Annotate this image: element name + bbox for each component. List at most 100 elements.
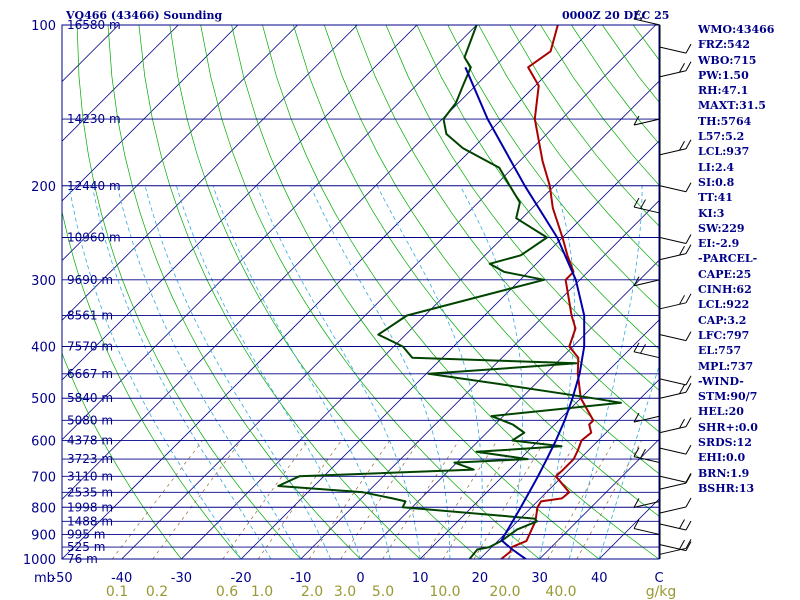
wind-barb	[633, 18, 661, 26]
stability-index-item: CINH:62	[698, 283, 752, 297]
mixing-ratio-label: g/kg	[646, 584, 677, 600]
stability-index-item: LI:2.4	[698, 160, 735, 174]
wind-barb-feather	[685, 539, 692, 549]
pressure-tick-label: 1000	[23, 553, 56, 568]
moist-adiabat-line	[309, 185, 451, 559]
height-label: 76 m	[67, 552, 98, 566]
wind-barb	[659, 378, 687, 386]
dry-adiabat-line	[138, 25, 421, 559]
stability-index-item: SHR+:0.0	[698, 420, 758, 434]
temperature-tick-label: -40	[111, 571, 132, 586]
isotherm-line	[240, 140, 659, 559]
stability-index-item: LCL:937	[698, 145, 750, 159]
wind-barb	[659, 523, 687, 531]
wind-barb	[659, 185, 687, 193]
wind-barb-feather	[633, 115, 640, 126]
wind-barb-feather	[685, 417, 692, 427]
temperature-tick-label: -50	[51, 571, 72, 586]
wind-barb	[659, 506, 687, 514]
stability-index-item: PW:1.50	[698, 68, 749, 82]
height-label: 12440 m	[67, 179, 121, 193]
mixing-ratio-label: 10.0	[429, 584, 460, 600]
chart-title: VQ466 (43466) Sounding	[65, 9, 223, 22]
wind-barb-feather	[685, 182, 692, 192]
wind-barb-feather	[685, 473, 692, 484]
wind-barb	[633, 118, 661, 126]
wind-barb-feather	[685, 139, 692, 150]
temperature-tick-label: -30	[171, 571, 192, 586]
dry-adiabat-line	[169, 25, 481, 559]
stability-index-item: EI:-2.9	[698, 237, 740, 251]
pressure-tick-label: 900	[31, 529, 56, 544]
height-label: 9690 m	[67, 273, 113, 287]
isotherm-line	[62, 25, 597, 559]
pressure-tick-label: 100	[31, 19, 56, 34]
temperature-trace	[500, 25, 595, 559]
wind-barb-feather	[685, 541, 692, 551]
wind-barb-feather	[685, 43, 692, 54]
wind-barb-feather	[679, 384, 685, 394]
isotherm-line	[62, 25, 298, 262]
wind-barb	[659, 334, 687, 342]
wind-barb-feather	[685, 520, 692, 531]
stability-index-item: EHI:0.0	[698, 451, 746, 465]
wind-barb	[659, 391, 687, 399]
mixing-ratio-line	[112, 440, 203, 559]
temperature-tick-label: 10	[412, 571, 429, 586]
isotherm-line	[121, 25, 656, 559]
isotherm-line	[419, 319, 659, 559]
stability-index-item: CAP:3.2	[698, 313, 747, 327]
stability-index-item: FRZ:542	[698, 38, 751, 52]
stability-index-item: MAXT:31.5	[698, 99, 766, 113]
wind-barb-feather	[679, 63, 685, 73]
wind-barb	[659, 544, 687, 552]
wind-barb-feather	[640, 344, 646, 354]
stability-index-item: MPL:737	[698, 359, 754, 373]
pressure-tick-label: 400	[31, 341, 56, 356]
mixing-ratio-line	[222, 440, 309, 559]
stability-index-item: LCL:922	[698, 298, 750, 312]
wind-barb	[659, 447, 687, 455]
stability-index-item: CAPE:25	[698, 267, 752, 281]
isotherm-line	[62, 25, 418, 381]
temperature-tick-label: -20	[230, 571, 251, 586]
moist-adiabat-line	[116, 185, 302, 559]
wind-barb-feather	[679, 519, 685, 529]
stability-index-item: HEL:20	[698, 405, 744, 419]
temperature-tick-label: 30	[531, 571, 548, 586]
moist-adiabat-line	[539, 185, 575, 559]
stability-index-item: SI:0.8	[698, 175, 735, 189]
wind-barb-feather	[685, 383, 692, 393]
height-label: 6667 m	[67, 367, 113, 381]
wind-barb	[659, 482, 687, 490]
height-label: 8561 m	[67, 309, 113, 323]
wind-barb-feather	[633, 498, 640, 508]
mixing-ratio-label: 1.0	[251, 584, 273, 600]
mixing-ratio-line	[547, 440, 615, 559]
parcel-trace	[464, 66, 586, 559]
wind-barb-feather	[679, 141, 685, 151]
wind-barb-feather	[679, 295, 685, 305]
wind-barb	[659, 547, 687, 555]
height-label: 14230 m	[67, 112, 121, 126]
mixing-ratio-label: 0.1	[106, 584, 128, 600]
height-label: 1998 m	[67, 500, 113, 514]
dry-adiabat-line	[200, 25, 540, 559]
wind-barb-feather	[640, 448, 646, 459]
stability-index-item: EL:757	[698, 344, 742, 358]
mixing-ratio-label: 5.0	[372, 584, 394, 600]
height-label: 3110 m	[67, 469, 113, 483]
moist-adiabat-line	[176, 185, 361, 559]
height-label: 525 m	[67, 540, 105, 554]
height-label: 16580 m	[67, 18, 121, 32]
wind-barb-feather	[640, 199, 646, 209]
mixing-ratio-label: 2.0	[301, 584, 323, 600]
height-label: 7570 m	[67, 340, 113, 354]
wind-barb-feather	[633, 412, 640, 423]
wind-barb	[633, 351, 661, 359]
mixing-ratio-label: 3.0	[334, 584, 356, 600]
wind-barb-feather	[633, 342, 640, 353]
wind-barb	[659, 426, 687, 434]
temperature-tick-label: C	[654, 571, 663, 586]
wind-barb	[633, 528, 661, 536]
